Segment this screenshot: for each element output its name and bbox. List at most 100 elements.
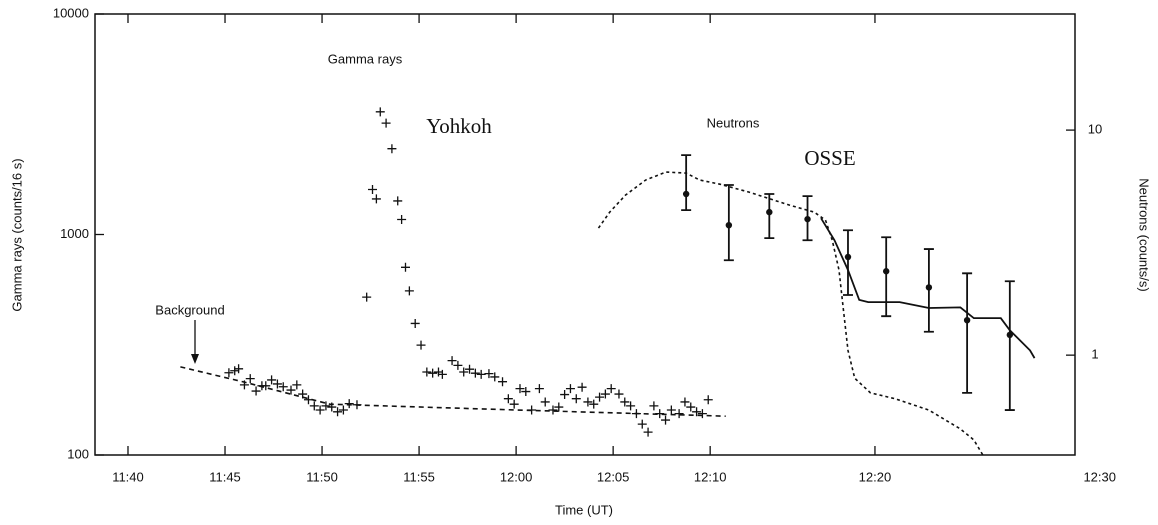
y-axis-label: Gamma rays (counts/16 s) xyxy=(9,158,24,311)
plot-frame xyxy=(94,13,1076,456)
data-point xyxy=(428,368,438,378)
error-bar xyxy=(681,154,692,212)
x-tick-label: 11:45 xyxy=(209,469,241,484)
error-bar xyxy=(1004,280,1015,411)
data-point xyxy=(459,367,469,377)
data-point xyxy=(682,190,690,198)
data-point xyxy=(686,402,696,412)
data-point xyxy=(540,397,550,407)
y2-axis-label: Neutrons (counts/s) xyxy=(1137,178,1152,291)
data-point xyxy=(606,384,616,394)
data-point xyxy=(674,409,684,419)
data-point xyxy=(447,356,457,366)
data-point xyxy=(692,407,702,417)
annotation: Neutrons xyxy=(707,115,760,130)
data-point xyxy=(286,385,296,395)
data-point xyxy=(554,402,564,412)
line xyxy=(597,171,984,456)
x2-tick-label: 12:20 xyxy=(859,469,892,484)
data-point xyxy=(433,367,443,377)
error-bar xyxy=(842,229,853,296)
data-point xyxy=(766,208,773,216)
y-tick-label: 10000 xyxy=(53,5,89,20)
data-point xyxy=(224,368,234,378)
background-arrowhead xyxy=(191,354,199,364)
data-point xyxy=(371,194,381,204)
annotation: Background xyxy=(155,302,224,317)
data-point xyxy=(661,415,671,425)
x-tick-label: 11:40 xyxy=(112,469,144,484)
data-point xyxy=(844,253,852,261)
data-point xyxy=(404,286,414,296)
data-point xyxy=(298,389,308,399)
data-point xyxy=(509,399,519,409)
data-point xyxy=(548,405,558,415)
data-point xyxy=(595,392,605,402)
data-point xyxy=(251,386,261,396)
data-point xyxy=(362,292,372,302)
data-point xyxy=(333,407,343,417)
y2-tick-label: 10 xyxy=(1088,122,1102,137)
data-point xyxy=(680,397,690,407)
data-point xyxy=(503,394,513,404)
x-tick-label: 11:55 xyxy=(403,469,435,484)
data-point xyxy=(521,387,531,397)
data-point xyxy=(515,384,525,394)
data-point xyxy=(465,364,475,374)
data-point xyxy=(476,369,486,379)
error-bar xyxy=(881,236,892,318)
data-point xyxy=(589,399,599,409)
data-point xyxy=(600,389,610,399)
data-point xyxy=(422,367,432,377)
data-point xyxy=(292,380,302,390)
data-point xyxy=(400,262,410,272)
data-point xyxy=(649,401,659,411)
data-point xyxy=(963,316,971,324)
data-point xyxy=(498,377,508,387)
data-point xyxy=(375,107,385,117)
y-tick-label: 100 xyxy=(67,446,89,461)
x-tick-label: 12:10 xyxy=(694,469,727,484)
data-point xyxy=(666,405,676,415)
data-point xyxy=(387,144,397,154)
data-point xyxy=(368,184,378,194)
data-point xyxy=(925,284,933,291)
x-tick-label: 12:05 xyxy=(597,469,630,484)
data-point xyxy=(393,196,403,206)
data-point xyxy=(453,360,463,370)
data-point xyxy=(321,401,331,411)
data-point xyxy=(565,384,575,394)
data-point xyxy=(267,375,277,385)
x-tick-label: 11:50 xyxy=(306,469,338,484)
error-bar xyxy=(962,272,973,394)
data-point xyxy=(643,427,653,437)
line xyxy=(180,366,726,417)
y2-tick-label: 1 xyxy=(1091,347,1098,362)
data-point xyxy=(571,394,581,404)
data-point xyxy=(245,374,255,384)
data-point xyxy=(804,215,811,223)
y-tick-label: 1000 xyxy=(60,226,89,241)
data-point xyxy=(637,419,647,429)
data-point xyxy=(230,366,240,376)
data-point xyxy=(261,381,271,391)
data-point xyxy=(470,368,480,378)
data-point xyxy=(416,340,426,350)
data-point xyxy=(614,389,624,399)
data-point xyxy=(1006,331,1014,339)
line xyxy=(820,217,1036,359)
data-point xyxy=(882,268,890,275)
x-axis-label: Time (UT) xyxy=(555,502,613,517)
data-point xyxy=(583,397,593,407)
data-point xyxy=(484,369,494,379)
data-point xyxy=(278,382,288,392)
data-point xyxy=(381,118,391,128)
data-point xyxy=(534,384,544,394)
annotation: OSSE xyxy=(804,146,855,170)
annotation: Gamma rays xyxy=(328,51,403,66)
data-point xyxy=(697,409,707,419)
data-point xyxy=(490,372,500,382)
data-point xyxy=(272,379,282,389)
data-point xyxy=(703,395,713,405)
